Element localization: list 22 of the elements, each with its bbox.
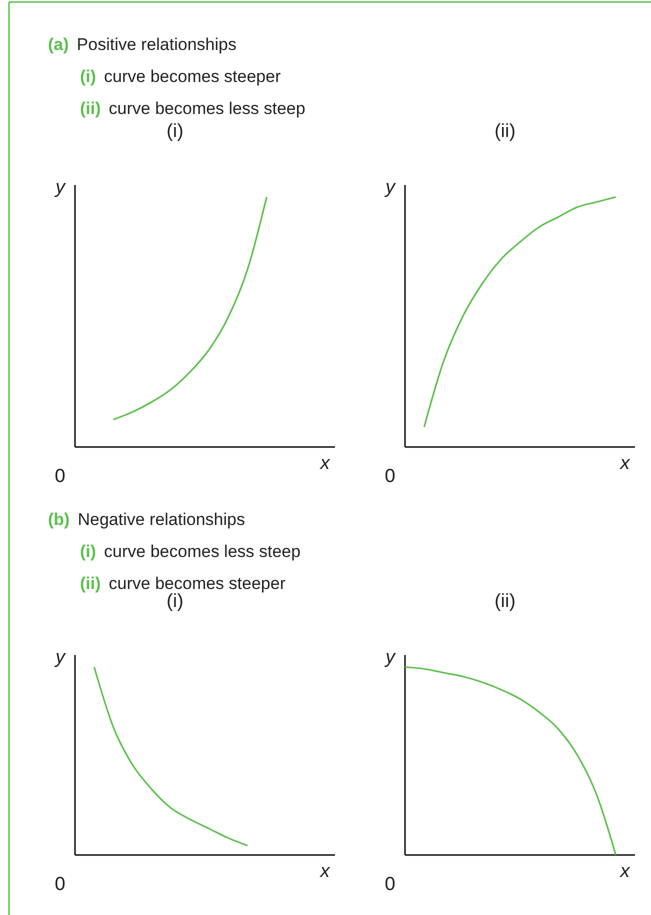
chart-title: (ii)	[494, 591, 516, 612]
y-axis-title: y	[384, 647, 396, 668]
y-axis-title: y	[54, 647, 66, 668]
text: (b) Negative relationships	[48, 510, 245, 529]
chart-title: (ii)	[494, 121, 516, 142]
text: (ii) curve becomes steeper	[80, 574, 286, 593]
chart-title: (i)	[166, 591, 184, 612]
chart-title: (i)	[166, 121, 184, 142]
x-axis-title: x	[619, 453, 632, 474]
y-axis-title: y	[384, 177, 396, 198]
text: (i) curve becomes steeper	[80, 67, 282, 86]
text: (a) Positive relationships	[48, 35, 236, 54]
text: (ii) curve becomes less steep	[80, 99, 306, 118]
text: 0	[54, 466, 66, 487]
x-axis-title: x	[319, 453, 332, 474]
text: 0	[384, 874, 396, 895]
text: 0	[54, 874, 66, 895]
y-axis-title: y	[54, 177, 66, 198]
x-axis-title: x	[619, 861, 632, 882]
text: 0	[384, 466, 396, 487]
text: (i) curve becomes less steep	[80, 542, 301, 561]
x-axis-title: x	[319, 861, 332, 882]
